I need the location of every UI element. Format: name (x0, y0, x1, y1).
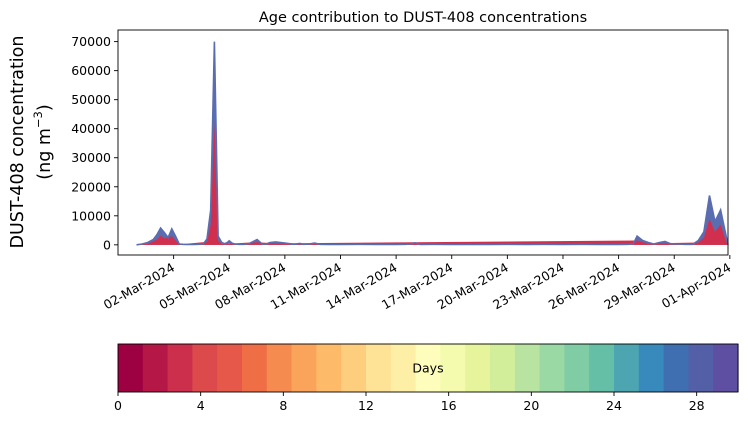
colorbar-swatch (713, 344, 739, 392)
series-young-area (136, 122, 728, 245)
colorbar-swatch (638, 344, 665, 392)
y-axis-unit-prefix: (ng m (35, 128, 55, 180)
y-axis-label: DUST-408 concentration (ng m−3) (8, 36, 55, 249)
colorbar-swatch (217, 344, 243, 392)
colorbar-swatch (490, 344, 516, 392)
y-tick-label: 20000 (71, 179, 111, 194)
colorbar-tick-label: 16 (441, 398, 457, 413)
y-tick-label: 40000 (71, 121, 111, 136)
colorbar-frame (117, 343, 739, 393)
colorbar: 0 4 8 12 16 20 24 28 Days (114, 343, 739, 413)
colorbar-swatch (366, 344, 392, 392)
colorbar-swatch (589, 344, 615, 392)
series-total-area (136, 41, 728, 245)
colorbar-tick-label: 12 (358, 398, 374, 413)
colorbar-swatch (341, 344, 367, 392)
y-axis-unit-suffix: ) (35, 104, 55, 111)
colorbar-label: Days (412, 361, 443, 376)
colorbar-swatch (614, 344, 640, 392)
y-tick-label: 30000 (71, 150, 111, 165)
series-mid-area (136, 143, 728, 245)
colorbar-swatch (415, 344, 441, 392)
colorbar-swatch (316, 344, 342, 392)
colorbar-tick-label: 28 (689, 398, 705, 413)
y-axis: 0 10000 20000 30000 40000 50000 60000 70000 (71, 34, 118, 252)
y-axis-label-line2: (ng m−3) (31, 104, 55, 179)
colorbar-tick-label: 20 (523, 398, 539, 413)
y-tick-label: 60000 (71, 63, 111, 78)
axes-frame (117, 29, 729, 256)
colorbar-swatch (539, 344, 565, 392)
colorbar-swatch (242, 344, 268, 392)
colorbar-tick-label: 4 (197, 398, 205, 413)
colorbar-swatch (390, 344, 417, 392)
y-axis-label-line1: DUST-408 concentration (8, 36, 28, 249)
colorbar-swatch (465, 344, 491, 392)
colorbar-swatch (118, 344, 144, 392)
plot-area (136, 41, 729, 246)
colorbar-tick-label: 8 (279, 398, 287, 413)
y-tick-label: 70000 (71, 34, 111, 49)
colorbar-swatch (192, 344, 218, 392)
colorbar-tick-label: 0 (114, 398, 122, 413)
colorbar-swatch (266, 344, 293, 392)
colorbar-swatch (564, 344, 590, 392)
colorbar-swatch (663, 344, 689, 392)
colorbar-swatch (167, 344, 193, 392)
colorbar-swatch (291, 344, 317, 392)
colorbar-swatch (514, 344, 541, 392)
colorbar-swatch (142, 344, 169, 392)
x-axis: 02-Mar-202405-Mar-202408-Mar-202411-Mar-… (101, 255, 733, 312)
y-tick-label: 50000 (71, 92, 111, 107)
y-axis-unit-superscript: −3 (31, 111, 45, 128)
y-tick-label: 10000 (71, 208, 111, 223)
series-total-line (136, 41, 729, 246)
colorbar-tick-label: 24 (606, 398, 622, 413)
y-tick-label: 0 (103, 237, 111, 252)
chart-title: Age contribution to DUST-408 concentrati… (259, 10, 587, 26)
colorbar-swatch (688, 344, 714, 392)
colorbar-swatch (440, 344, 466, 392)
